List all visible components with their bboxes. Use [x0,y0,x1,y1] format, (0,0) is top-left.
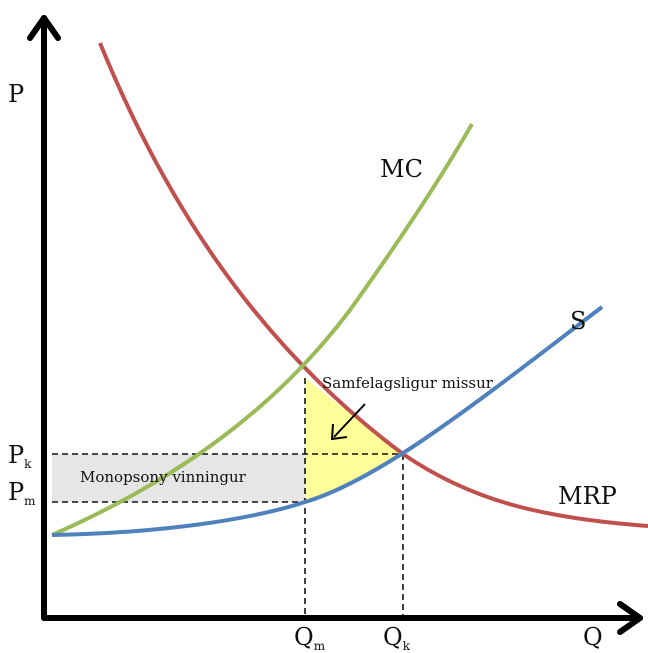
x-axis-label: Q [583,623,603,651]
monopsony-gain-label: Monopsony vinningur [80,468,247,486]
pk-tick-label: Pk [8,441,32,471]
monopsony-gain-area [52,454,305,502]
deadweight-loss-area [305,378,403,502]
qk-tick-label: Qk [383,623,411,653]
mc-curve [51,123,474,537]
pm-tick-label: Pm [8,478,36,508]
s-curve [51,305,604,537]
mc-label: MC [380,155,423,183]
x-axis-arrow-icon [617,601,643,635]
y-axis-label: P [8,80,24,108]
mrp-curve [98,42,648,528]
s-label: S [570,307,586,335]
deadweight-pointer-arrow [333,403,366,438]
qm-tick-label: Qm [294,623,326,653]
mrp-label: MRP [558,482,617,510]
y-axis-arrow-icon [27,15,61,41]
deadweight-loss-label: Samfelagsligur missur [322,374,494,392]
deadweight-pointer-arrowhead-icon [330,423,348,441]
